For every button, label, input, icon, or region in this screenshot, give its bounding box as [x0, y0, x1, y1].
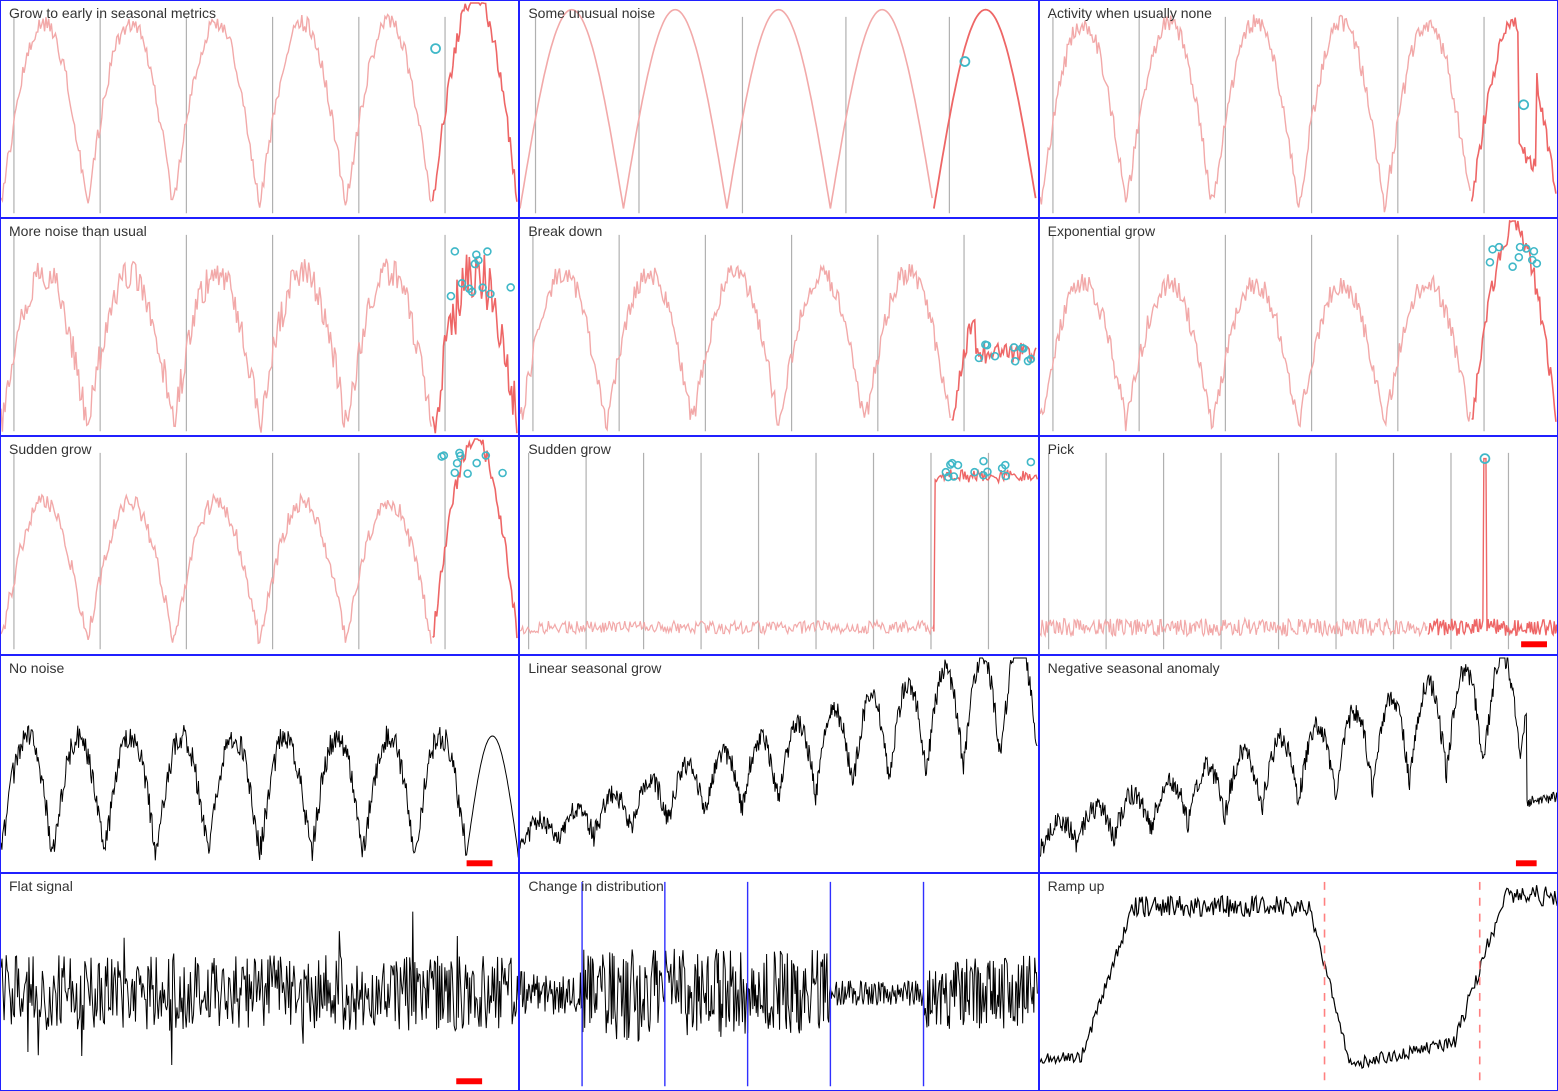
series — [1, 911, 518, 1064]
chart-svg — [1, 437, 518, 653]
chart-svg — [1, 1, 518, 217]
faded-series — [1040, 274, 1470, 431]
faded-series — [1040, 619, 1427, 636]
anomaly-marker — [484, 248, 491, 255]
faded-series — [1040, 15, 1470, 213]
panel-title: Change in distribution — [528, 878, 663, 894]
panel-title: Some unusual noise — [528, 5, 655, 21]
faded-series — [520, 264, 950, 430]
chart-svg — [520, 874, 1037, 1090]
anomaly-marker — [1519, 100, 1528, 109]
anomaly-marker — [451, 470, 458, 477]
series — [520, 658, 1037, 849]
chart-panel: Change in distribution — [519, 873, 1038, 1091]
chart-panel: Negative seasonal anomaly — [1039, 655, 1558, 873]
panel-title: Pick — [1048, 441, 1074, 457]
panel-title: Linear seasonal grow — [528, 660, 661, 676]
panel-title: No noise — [9, 660, 64, 676]
red-anomaly-bar — [456, 1078, 482, 1084]
anomaly-marker — [1028, 459, 1035, 466]
chart-svg — [1, 219, 518, 435]
anomaly-marker — [980, 458, 987, 465]
anomaly-marker — [507, 284, 514, 291]
anomaly-marker — [1489, 246, 1496, 253]
faded-series — [1, 259, 431, 433]
chart-svg — [520, 1, 1037, 217]
series — [1, 725, 518, 861]
active-series — [1428, 459, 1557, 636]
chart-panel: Grow to early in seasonal metrics — [0, 0, 519, 218]
faded-series — [1, 495, 431, 644]
chart-svg — [1, 656, 518, 872]
chart-svg — [1040, 437, 1557, 653]
series — [520, 949, 1037, 1042]
panel-title: More noise than usual — [9, 223, 147, 239]
anomaly-marker — [1486, 259, 1493, 266]
faded-series — [1, 15, 431, 208]
chart-svg — [1, 874, 518, 1090]
chart-svg — [1040, 1, 1557, 217]
chart-panel: Break down — [519, 218, 1038, 436]
chart-panel: No noise — [0, 655, 519, 873]
active-series — [934, 470, 1037, 632]
anomaly-marker — [1509, 263, 1516, 270]
panel-title: Sudden grow — [9, 441, 92, 457]
chart-panel: Sudden grow — [519, 436, 1038, 654]
red-anomaly-bar — [1516, 860, 1537, 866]
chart-grid: Grow to early in seasonal metrics Some un… — [0, 0, 1558, 1091]
red-anomaly-bar — [1521, 642, 1547, 648]
chart-panel: Sudden grow — [0, 436, 519, 654]
chart-svg — [520, 437, 1037, 653]
chart-svg — [1040, 874, 1557, 1090]
chart-panel: Some unusual noise — [519, 0, 1038, 218]
faded-series — [520, 621, 934, 634]
chart-svg — [520, 219, 1037, 435]
anomaly-marker — [451, 248, 458, 255]
chart-panel: Ramp up — [1039, 873, 1558, 1091]
anomaly-marker — [464, 470, 471, 477]
anomaly-marker — [1530, 248, 1537, 255]
panel-title: Activity when usually none — [1048, 5, 1212, 21]
chart-panel: Flat signal — [0, 873, 519, 1091]
anomaly-marker — [431, 44, 440, 53]
panel-title: Negative seasonal anomaly — [1048, 660, 1220, 676]
panel-title: Exponential grow — [1048, 223, 1155, 239]
chart-svg — [1040, 656, 1557, 872]
faded-series — [520, 10, 932, 209]
chart-panel: More noise than usual — [0, 218, 519, 436]
chart-panel: Linear seasonal grow — [519, 655, 1038, 873]
chart-panel: Activity when usually none — [1039, 0, 1558, 218]
panel-title: Grow to early in seasonal metrics — [9, 5, 216, 21]
panel-title: Ramp up — [1048, 878, 1105, 894]
panel-title: Flat signal — [9, 878, 73, 894]
chart-svg — [520, 656, 1037, 872]
anomaly-marker — [447, 293, 454, 300]
panel-title: Break down — [528, 223, 602, 239]
anomaly-marker — [473, 460, 480, 467]
chart-panel: Exponential grow — [1039, 218, 1558, 436]
red-anomaly-bar — [467, 860, 493, 866]
anomaly-marker — [499, 470, 506, 477]
series — [1040, 658, 1557, 857]
chart-svg — [1040, 219, 1557, 435]
anomaly-marker — [1515, 254, 1522, 261]
panel-title: Sudden grow — [528, 441, 611, 457]
chart-panel: Pick — [1039, 436, 1558, 654]
anomaly-marker — [454, 460, 461, 467]
